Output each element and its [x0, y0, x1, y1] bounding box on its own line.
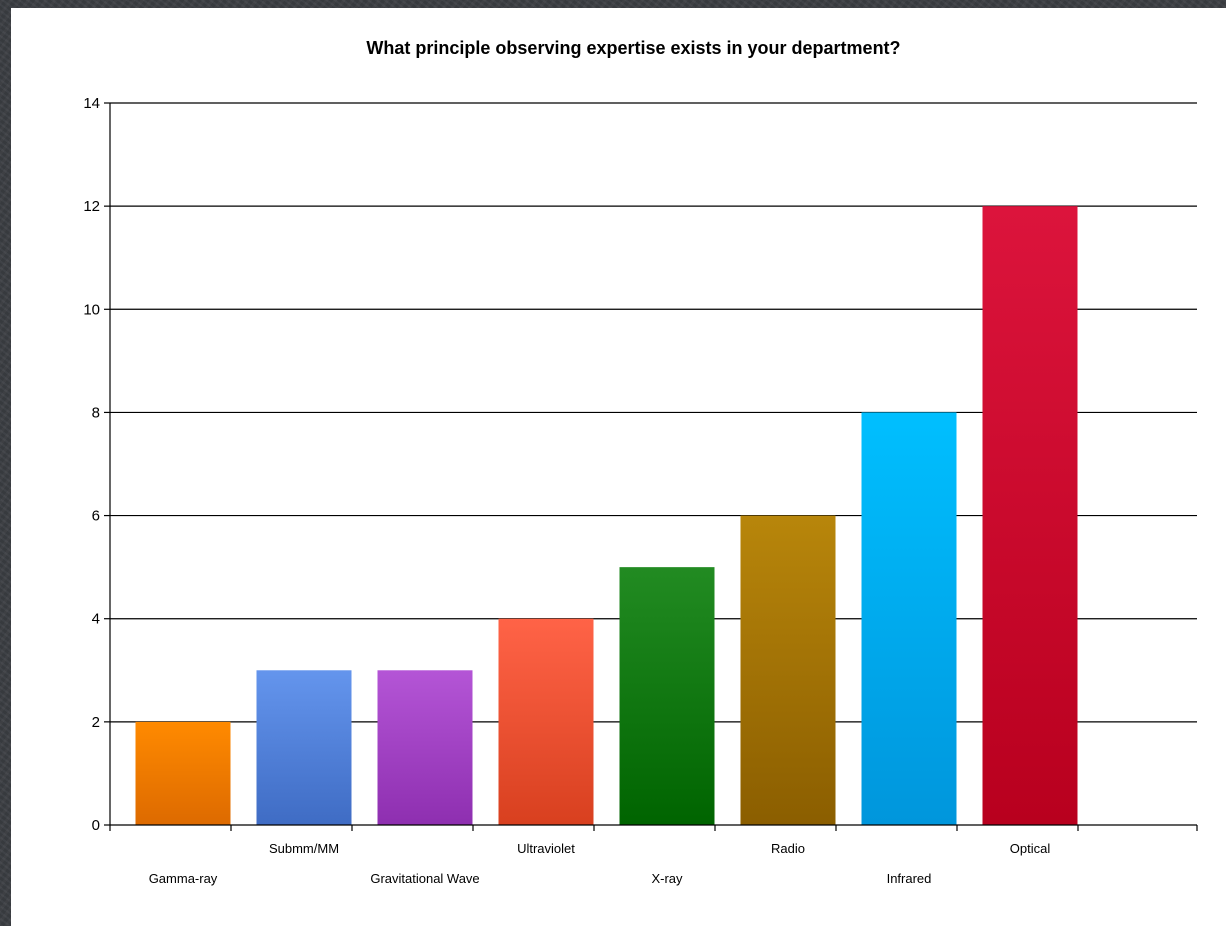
axes — [104, 102, 1198, 831]
y-tick-label-12: 12 — [83, 198, 100, 215]
bar-submm-mm — [256, 670, 352, 825]
x-tick-label-submm-mm: Submm/MM — [269, 841, 339, 856]
bar-x-ray — [619, 567, 715, 825]
y-tick-label-0: 0 — [92, 817, 100, 834]
x-tick-label-infrared: Infrared — [887, 871, 932, 886]
x-tick-label-x-ray: X-ray — [651, 871, 683, 886]
bar-gravitational-wave — [377, 670, 473, 825]
y-tick-label-10: 10 — [83, 301, 100, 318]
x-tick-label-radio: Radio — [771, 841, 805, 856]
chart-title: What principle observing expertise exist… — [366, 38, 901, 58]
bar-optical — [982, 206, 1078, 826]
y-tick-label-2: 2 — [92, 714, 100, 731]
y-tick-label-14: 14 — [83, 95, 100, 112]
y-tick-label-4: 4 — [92, 611, 100, 628]
y-tick-label-8: 8 — [92, 404, 100, 421]
chart-panel: What principle observing expertise exist… — [11, 8, 1226, 926]
y-tick-labels: 0 2 4 6 8 10 12 14 — [83, 95, 100, 834]
x-tick-label-gravitational-wave: Gravitational Wave — [370, 871, 479, 886]
bar-chart: 0 2 4 6 8 10 12 14 Gamma-ray Submm/MM Gravitation… — [83, 95, 1198, 886]
y-tick-label-6: 6 — [92, 508, 100, 525]
bars — [135, 206, 1078, 826]
bar-gamma-ray — [135, 721, 231, 825]
x-tick-labels: Gamma-ray Submm/MM Gravitational Wave Ultra… — [149, 841, 1051, 886]
bar-radio — [740, 515, 836, 825]
x-tick-label-gamma-ray: Gamma-ray — [149, 871, 218, 886]
x-tick-label-ultraviolet: Ultraviolet — [517, 841, 575, 856]
x-tick-label-optical: Optical — [1010, 841, 1051, 856]
bar-ultraviolet — [498, 618, 594, 825]
bar-infrared — [861, 412, 957, 825]
